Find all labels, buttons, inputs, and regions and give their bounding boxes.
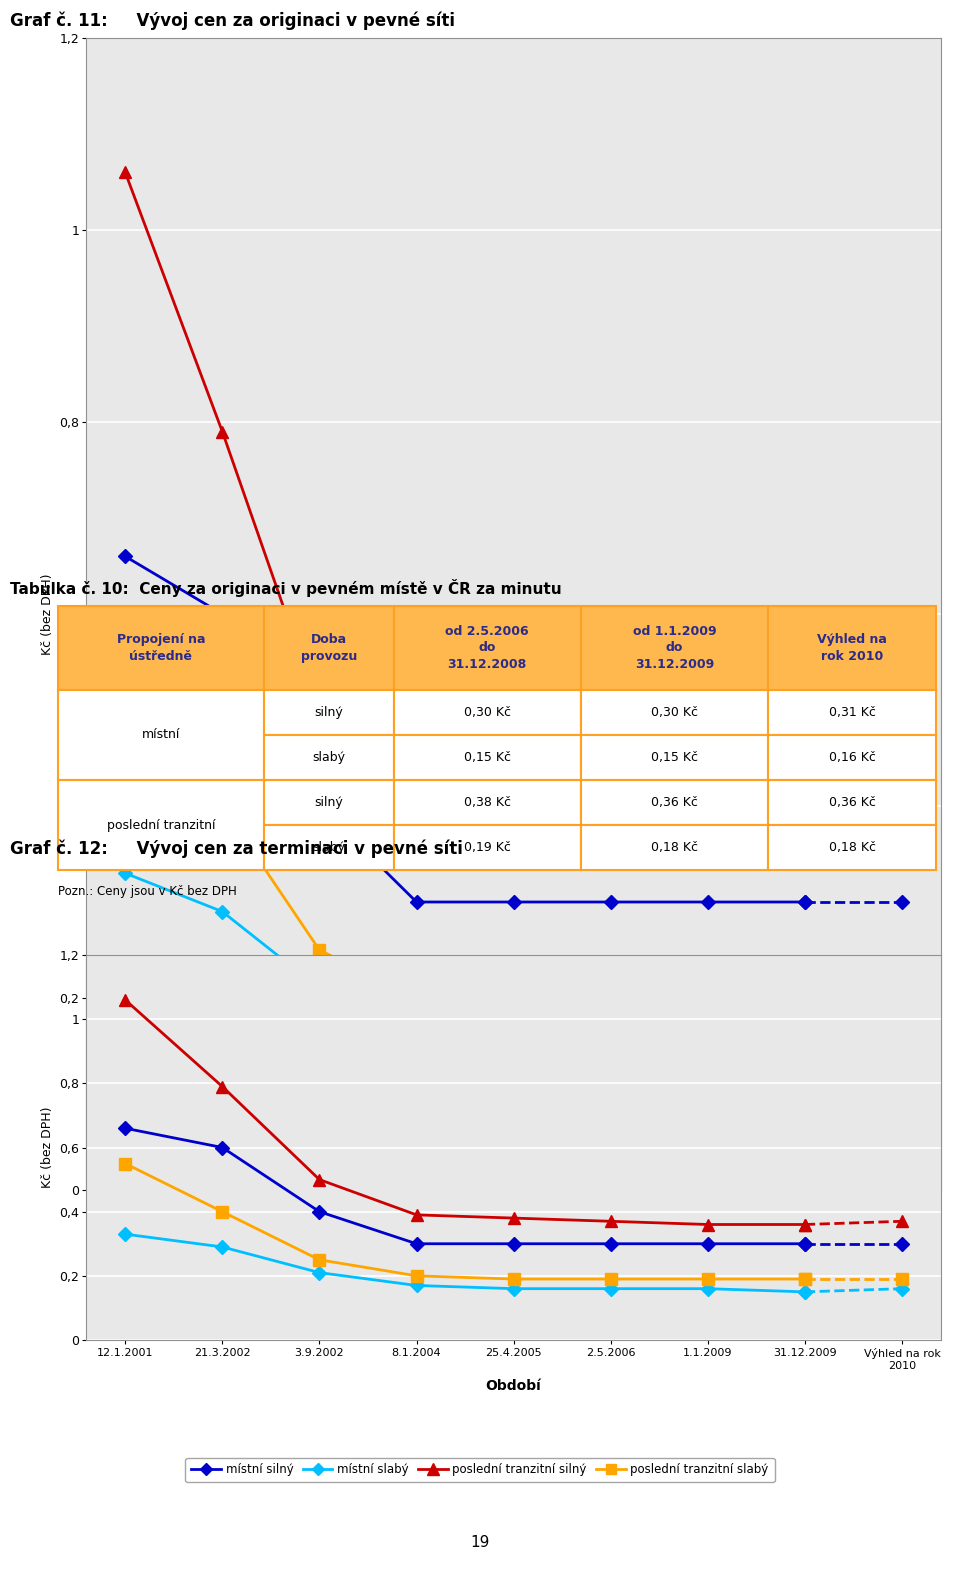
FancyBboxPatch shape	[264, 606, 394, 689]
Text: 0,38 Kč: 0,38 Kč	[464, 796, 511, 809]
Text: Graf č. 12:     Vývoj cen za terminaci v pevné síti: Graf č. 12: Vývoj cen za terminaci v pev…	[10, 840, 463, 857]
Text: 0,36 Kč: 0,36 Kč	[651, 796, 698, 809]
Text: slabý: slabý	[312, 842, 346, 854]
Text: 0,16 Kč: 0,16 Kč	[828, 750, 876, 765]
FancyBboxPatch shape	[768, 689, 936, 735]
Y-axis label: Kč (bez DPH): Kč (bez DPH)	[41, 1107, 54, 1188]
Legend: místní silný, místní slabý, poslední tranzitní silný, poslední tranzitní slabý: místní silný, místní slabý, poslední tra…	[185, 1457, 775, 1482]
FancyBboxPatch shape	[264, 824, 394, 870]
Text: Graf č. 11:     Vývoj cen za originaci v pevné síti: Graf č. 11: Vývoj cen za originaci v pev…	[10, 11, 455, 30]
Y-axis label: Kč (bez DPH): Kč (bez DPH)	[41, 573, 54, 655]
FancyBboxPatch shape	[581, 824, 768, 870]
Text: Doba
provozu: Doba provozu	[300, 633, 357, 663]
Text: 0,30 Kč: 0,30 Kč	[651, 706, 698, 719]
FancyBboxPatch shape	[394, 824, 581, 870]
Text: Tabulka č. 10:  Ceny za originaci v pevném místě v ČR za minutu: Tabulka č. 10: Ceny za originaci v pevné…	[10, 579, 562, 597]
Text: silný: silný	[315, 796, 343, 809]
Text: 0,15 Kč: 0,15 Kč	[464, 750, 511, 765]
Text: 0,36 Kč: 0,36 Kč	[828, 796, 876, 809]
Text: 0,15 Kč: 0,15 Kč	[651, 750, 698, 765]
Text: poslední tranzitní: poslední tranzitní	[107, 818, 215, 832]
Text: 19: 19	[470, 1535, 490, 1550]
Text: Propojení na
ústředně: Propojení na ústředně	[116, 633, 205, 663]
FancyBboxPatch shape	[394, 606, 581, 689]
FancyBboxPatch shape	[58, 606, 264, 689]
Legend: místní silný, místní slabý, první tranzitní silný, první tranzitní slabý: místní silný, místní slabý, první tranzi…	[204, 1077, 756, 1102]
FancyBboxPatch shape	[581, 735, 768, 780]
X-axis label: Období: Období	[486, 1380, 541, 1393]
FancyBboxPatch shape	[581, 606, 768, 689]
FancyBboxPatch shape	[264, 735, 394, 780]
Text: od 1.1.2009
do
31.12.2009: od 1.1.2009 do 31.12.2009	[633, 625, 716, 670]
Text: 0,19 Kč: 0,19 Kč	[464, 842, 511, 854]
Text: 0,31 Kč: 0,31 Kč	[828, 706, 876, 719]
Text: Výhled na
rok 2010: Výhled na rok 2010	[817, 633, 887, 663]
Text: silný: silný	[315, 706, 343, 719]
FancyBboxPatch shape	[394, 689, 581, 735]
FancyBboxPatch shape	[768, 780, 936, 824]
Text: 0,18 Kč: 0,18 Kč	[828, 842, 876, 854]
FancyBboxPatch shape	[394, 735, 581, 780]
Text: 0,30 Kč: 0,30 Kč	[464, 706, 511, 719]
Text: 0,18 Kč: 0,18 Kč	[651, 842, 698, 854]
FancyBboxPatch shape	[394, 780, 581, 824]
FancyBboxPatch shape	[581, 780, 768, 824]
Text: slabý: slabý	[312, 750, 346, 765]
FancyBboxPatch shape	[264, 689, 394, 735]
X-axis label: Období: Období	[486, 1229, 541, 1243]
FancyBboxPatch shape	[768, 824, 936, 870]
Text: Pozn.: Ceny jsou v Kč bez DPH: Pozn.: Ceny jsou v Kč bez DPH	[58, 885, 236, 898]
FancyBboxPatch shape	[768, 606, 936, 689]
Text: od 2.5.2006
do
31.12.2008: od 2.5.2006 do 31.12.2008	[445, 625, 529, 670]
FancyBboxPatch shape	[768, 735, 936, 780]
FancyBboxPatch shape	[581, 689, 768, 735]
Text: místní: místní	[142, 728, 180, 741]
FancyBboxPatch shape	[58, 780, 264, 870]
FancyBboxPatch shape	[58, 689, 264, 780]
FancyBboxPatch shape	[264, 780, 394, 824]
